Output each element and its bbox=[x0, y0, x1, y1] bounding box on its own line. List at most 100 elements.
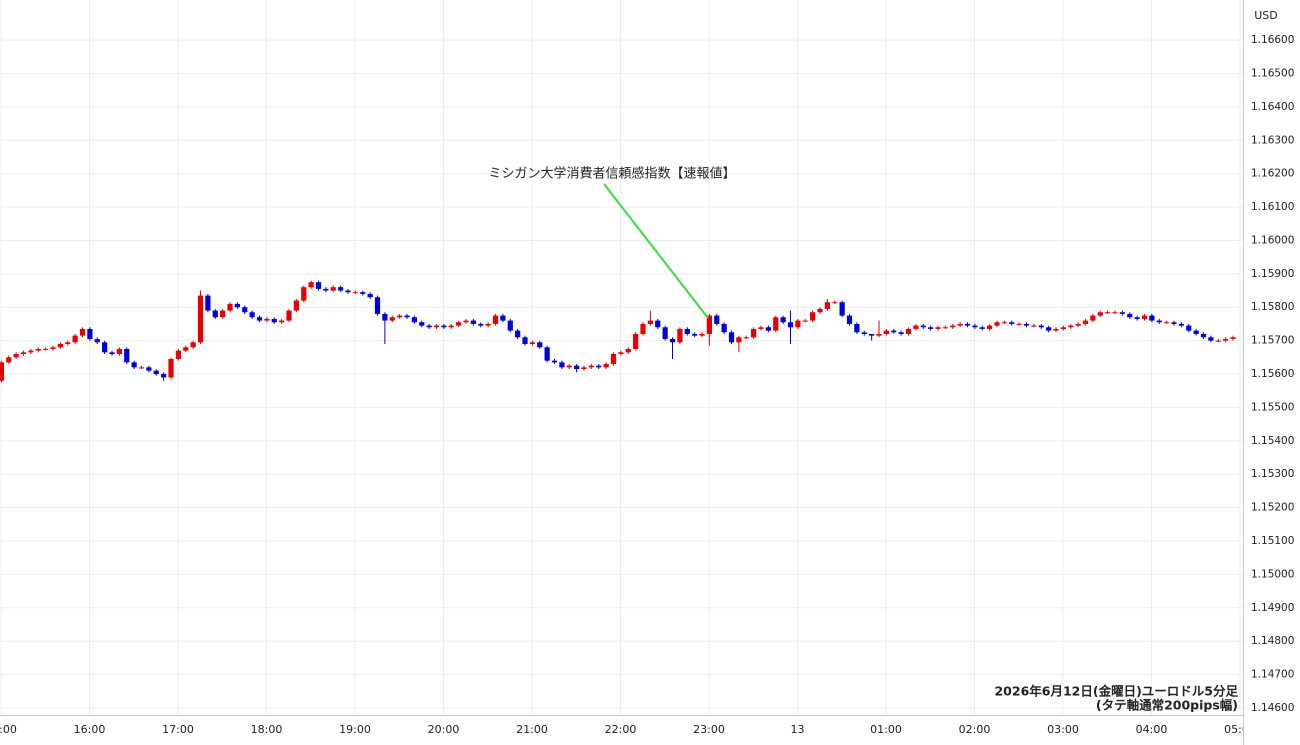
y-tick-label: 1.16300 bbox=[1251, 134, 1294, 146]
x-tick-label: 22:00 bbox=[605, 723, 637, 736]
candle-body bbox=[574, 365, 580, 370]
x-tick-label: 16:00 bbox=[74, 723, 106, 736]
candle-body bbox=[1149, 315, 1155, 321]
candle-body bbox=[979, 327, 985, 329]
candle-body bbox=[0, 362, 4, 381]
candle-body bbox=[1215, 340, 1221, 342]
candle-body bbox=[1060, 327, 1066, 329]
candle-body bbox=[662, 327, 668, 339]
y-tick-label: 1.15600 bbox=[1251, 368, 1294, 380]
x-tick-label: 02:00 bbox=[959, 723, 991, 736]
candle-body bbox=[1090, 315, 1096, 321]
y-tick-label: 1.15400 bbox=[1251, 435, 1294, 447]
candle-body bbox=[883, 330, 889, 334]
candle-body bbox=[692, 333, 698, 336]
candle-body bbox=[131, 362, 137, 368]
y-tick-label: 1.15000 bbox=[1251, 568, 1294, 580]
candle-body bbox=[1112, 312, 1118, 314]
candle-body bbox=[905, 328, 912, 334]
candle-body bbox=[566, 365, 572, 368]
candle-body bbox=[72, 335, 78, 343]
candle-body bbox=[706, 315, 712, 334]
note: 2026年6月12日(金曜日)ユーロドル5分足 bbox=[994, 684, 1238, 699]
candle-body bbox=[765, 327, 771, 331]
candle-body bbox=[537, 342, 543, 348]
candle-body bbox=[751, 328, 757, 338]
candle-body bbox=[315, 282, 322, 289]
candle-body bbox=[743, 337, 749, 339]
candle-body bbox=[1053, 328, 1059, 331]
candle-body bbox=[773, 317, 779, 331]
candle-body bbox=[846, 315, 853, 324]
candle-body bbox=[529, 342, 535, 344]
x-tick-label: 21:00 bbox=[516, 723, 548, 736]
y-tick-label: 1.15500 bbox=[1251, 401, 1294, 413]
candle-body bbox=[146, 367, 152, 371]
candle-body bbox=[869, 333, 875, 336]
candles bbox=[0, 280, 1236, 383]
candle-body bbox=[234, 303, 240, 308]
annotation-pointer bbox=[603, 183, 709, 319]
candle-body bbox=[175, 350, 181, 360]
candle-body bbox=[338, 287, 344, 291]
candle-body bbox=[942, 327, 948, 329]
candle-body bbox=[183, 347, 189, 351]
candle-body bbox=[721, 323, 727, 333]
candle-body bbox=[286, 310, 292, 321]
x-tick-label: 13 bbox=[791, 723, 805, 736]
candle-body bbox=[433, 325, 440, 328]
y-tick-label: 1.16000 bbox=[1251, 234, 1294, 246]
candle-body bbox=[50, 347, 56, 349]
y-tick-label: 1.16500 bbox=[1251, 67, 1294, 79]
candle-body bbox=[928, 327, 934, 329]
candle-body bbox=[293, 300, 299, 311]
candle-body bbox=[832, 302, 838, 304]
candle-body bbox=[1156, 320, 1162, 323]
candle-body bbox=[492, 315, 499, 324]
candle-body bbox=[522, 337, 528, 344]
candle-body bbox=[839, 302, 845, 316]
candle-body bbox=[109, 352, 115, 354]
candle-body bbox=[957, 323, 963, 326]
candle-body bbox=[603, 364, 609, 368]
candle-body bbox=[647, 320, 653, 324]
y-tick-label: 1.15800 bbox=[1251, 301, 1294, 313]
y-tick-label: 1.15700 bbox=[1251, 335, 1294, 347]
candle-body bbox=[633, 333, 639, 349]
candle-body bbox=[714, 315, 720, 324]
candle-body bbox=[6, 357, 12, 363]
candle-body bbox=[920, 325, 926, 328]
candle-body bbox=[1046, 327, 1052, 331]
candle-body bbox=[441, 325, 447, 328]
x-tick-label: 03:00 bbox=[1047, 723, 1079, 736]
candle-body bbox=[1001, 322, 1007, 324]
candle-body bbox=[559, 362, 565, 368]
candle-body bbox=[227, 303, 233, 311]
candle-body bbox=[330, 287, 336, 291]
candle-body bbox=[352, 292, 358, 294]
candle-body bbox=[935, 327, 941, 329]
candle-body bbox=[1186, 325, 1192, 331]
candle-body bbox=[987, 325, 993, 329]
y-tick-label: 1.15100 bbox=[1251, 535, 1294, 547]
candle-body bbox=[1038, 325, 1044, 328]
candle-body bbox=[1082, 320, 1089, 324]
candle-body bbox=[1105, 312, 1111, 314]
candle-body bbox=[994, 322, 1000, 326]
candle-body bbox=[913, 325, 919, 329]
candle-body bbox=[795, 320, 801, 328]
candle-body bbox=[57, 343, 63, 348]
candle-body bbox=[677, 328, 683, 343]
candle-body bbox=[544, 347, 550, 361]
candle-body bbox=[972, 325, 978, 328]
candle-body bbox=[102, 342, 108, 353]
candle-body bbox=[470, 320, 476, 324]
candle-body bbox=[1009, 322, 1015, 324]
candle-body bbox=[345, 290, 351, 293]
candle-body bbox=[426, 325, 432, 328]
candle-body bbox=[810, 312, 816, 321]
candle-body bbox=[1223, 338, 1229, 341]
candle-body bbox=[212, 310, 218, 318]
y-tick-label: 1.15900 bbox=[1251, 268, 1294, 280]
